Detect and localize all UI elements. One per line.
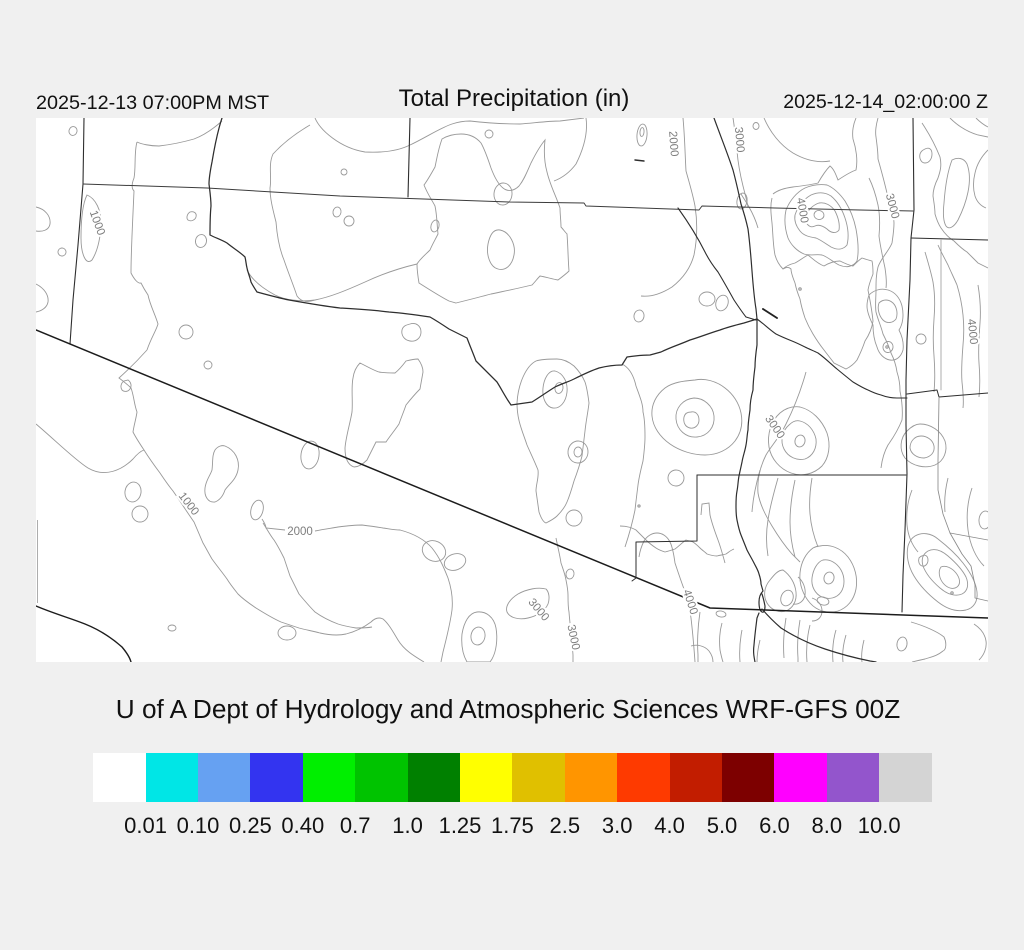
svg-text:2000: 2000 [287, 526, 313, 538]
svg-text:3000: 3000 [732, 126, 746, 153]
svg-text:4000: 4000 [965, 318, 980, 345]
svg-text:2000: 2000 [666, 131, 680, 157]
